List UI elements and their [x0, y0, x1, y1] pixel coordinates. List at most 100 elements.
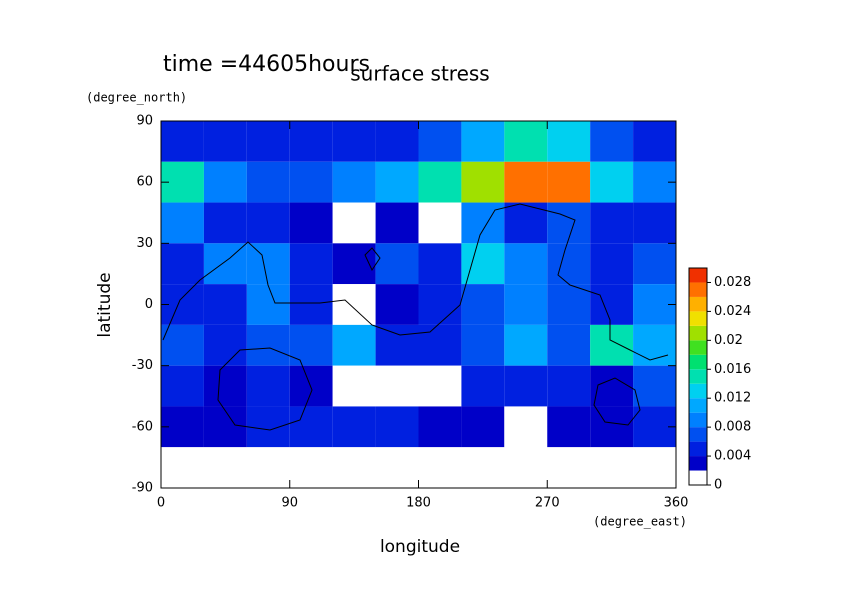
coastline: [364, 247, 381, 272]
contour-cell: [633, 324, 676, 366]
contour-cell: [289, 161, 333, 203]
contour-cell: [161, 121, 204, 162]
contour-cell: [246, 324, 290, 366]
contour-cell: [590, 121, 634, 162]
contour-cell: [590, 324, 634, 366]
contour-cell: [375, 447, 419, 488]
contour-cell: [246, 406, 290, 448]
contour-cell: [547, 406, 591, 448]
contour-cell: [461, 324, 505, 366]
contour-cell: [461, 121, 505, 162]
chart-title: surface stress: [350, 62, 489, 86]
contour-cell: [504, 121, 548, 162]
x-tick-label: 180: [406, 496, 431, 511]
chart-subtitle: time =44605hours: [163, 52, 370, 77]
contour-cell: [332, 365, 376, 407]
contour-cell: [375, 284, 419, 325]
contour-cell: [246, 243, 290, 285]
contour-cell: [203, 284, 247, 325]
contour-cell: [504, 406, 548, 448]
contour-cell: [332, 121, 376, 162]
x-tick-label: 270: [535, 496, 560, 511]
contour-cell: [375, 365, 419, 407]
contour-cell: [418, 243, 462, 285]
contour-cell: [461, 243, 505, 285]
contour-cell: [203, 202, 247, 244]
contour-cell: [504, 202, 548, 244]
colorbar-bin: [689, 311, 707, 326]
contour-cell: [504, 324, 548, 366]
y-units: (degree_north): [86, 91, 187, 105]
contour-cell: [633, 243, 676, 285]
contour-cell: [633, 365, 676, 407]
contour-cell: [418, 161, 462, 203]
coastline: [593, 377, 641, 426]
contour-cell: [246, 447, 290, 488]
contour-cell: [289, 324, 333, 366]
contour-cell: [375, 324, 419, 366]
colorbar-tick-label: 0.008: [714, 420, 751, 435]
y-tick-label: 30: [136, 236, 153, 251]
contour-cell: [418, 447, 462, 488]
colorbar-bin: [689, 398, 707, 413]
contour-cell: [461, 161, 505, 203]
contour-cell: [590, 447, 634, 488]
colorbar-tick-label: 0.004: [714, 449, 751, 464]
contour-cell: [547, 161, 591, 203]
contour-cell: [590, 365, 634, 407]
contour-cell: [203, 447, 247, 488]
x-tick-label: 90: [281, 496, 298, 511]
colorbar-bin: [689, 296, 707, 312]
contour-cell: [375, 202, 419, 244]
contour-cell: [547, 243, 591, 285]
contour-cell: [633, 447, 676, 488]
contour-cell: [418, 324, 462, 366]
colorbar-bin: [689, 441, 707, 457]
contour-cell: [289, 243, 333, 285]
contour-cell: [547, 324, 591, 366]
contour-cell: [289, 121, 333, 162]
contour-cell: [418, 284, 462, 325]
colorbar-bin: [689, 427, 707, 442]
colorbar-tick-label: 0.016: [714, 362, 751, 377]
contour-cell: [289, 365, 333, 407]
contour-cell: [332, 447, 376, 488]
contour-cell: [461, 202, 505, 244]
contour-cell: [504, 447, 548, 488]
contour-cell: [161, 324, 204, 366]
contour-cell: [203, 406, 247, 448]
colorbar-frame: [688, 267, 708, 486]
contour-cell: [203, 121, 247, 162]
contour-cell: [332, 406, 376, 448]
contour-cell: [332, 161, 376, 203]
contour-cell: [289, 284, 333, 325]
contour-cell: [161, 447, 204, 488]
contour-cell: [246, 121, 290, 162]
colorbar-bin: [689, 354, 707, 370]
contour-cell: [461, 365, 505, 407]
contour-cell: [289, 202, 333, 244]
contour-cell: [504, 365, 548, 407]
colorbar-tick-label: 0.028: [714, 275, 751, 290]
y-tick-label: 60: [136, 175, 153, 190]
colorbar-bin: [689, 470, 707, 485]
y-tick-label: -30: [132, 358, 153, 373]
contour-cell: [504, 284, 548, 325]
contour-cell: [504, 161, 548, 203]
contour-cell: [547, 365, 591, 407]
contour-cell: [547, 284, 591, 325]
colorbar-bin: [689, 340, 707, 355]
y-tick-label: 0: [145, 297, 153, 312]
contour-cell: [418, 121, 462, 162]
colorbar-tick-label: 0.012: [714, 391, 751, 406]
colorbar-bin: [689, 383, 707, 399]
colorbar-bin: [689, 325, 707, 341]
contour-cell: [203, 243, 247, 285]
contour-cell: [332, 284, 376, 325]
contour-cell: [246, 365, 290, 407]
contour-cell: [547, 202, 591, 244]
contour-cell: [375, 121, 419, 162]
contour-cell: [332, 324, 376, 366]
contour-cell: [203, 324, 247, 366]
